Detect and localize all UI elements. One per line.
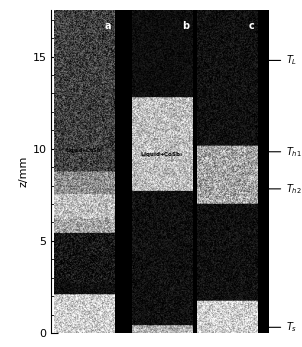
- Text: $T_{h1}$: $T_{h1}$: [263, 145, 302, 159]
- Text: Liquid+CoSb$_3$: Liquid+CoSb$_3$: [65, 146, 103, 155]
- Text: $T_L$: $T_L$: [263, 53, 297, 67]
- Text: b: b: [182, 21, 189, 31]
- Text: c: c: [249, 21, 255, 31]
- Text: $T_{h2}$: $T_{h2}$: [263, 182, 302, 196]
- Y-axis label: z/mm: z/mm: [18, 156, 28, 187]
- Bar: [51, 10, 53, 333]
- Text: a: a: [104, 21, 111, 31]
- Text: Liquid+CoSb$_3$: Liquid+CoSb$_3$: [140, 150, 184, 159]
- Text: $T_s$: $T_s$: [263, 320, 297, 334]
